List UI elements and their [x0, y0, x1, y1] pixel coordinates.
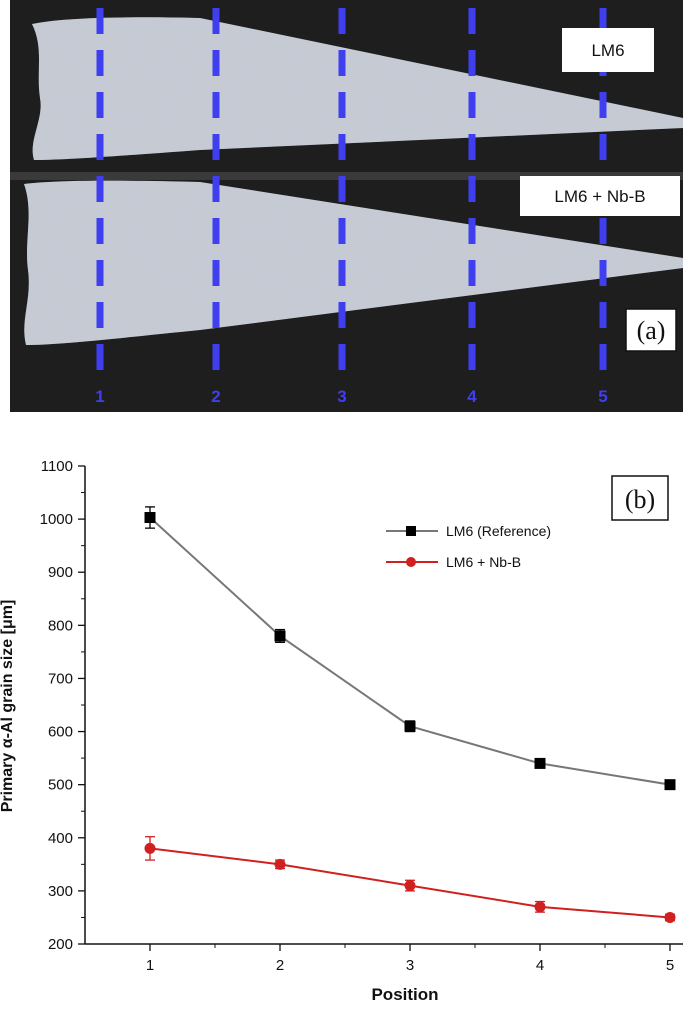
- y-tick-label: 600: [48, 724, 73, 741]
- position-number-3: 3: [337, 387, 346, 406]
- y-tick-label: 500: [48, 777, 73, 794]
- data-point: [404, 880, 416, 892]
- legend-label-lm6-reference: LM6 (Reference): [446, 523, 551, 539]
- panel-a-label: (a): [637, 316, 666, 345]
- legend-marker-lm6-nb-b: [406, 557, 416, 567]
- legend: LM6 (Reference) LM6 + Nb-B: [386, 523, 551, 570]
- y-tick-label: 900: [48, 564, 73, 581]
- label-box-lm6-nb-b: [520, 176, 680, 216]
- legend-marker-lm6-reference: [406, 526, 416, 536]
- panel-a-photo: LM6 LM6 + Nb-B (a) 1 2 3 4 5: [0, 0, 683, 412]
- data-point: [534, 757, 546, 769]
- x-tick-label: 4: [536, 957, 544, 974]
- series-lm6-nb-b: [144, 836, 676, 923]
- data-point: [664, 779, 676, 791]
- x-tick-label: 1: [146, 957, 154, 974]
- x-ticks: 1 2 3 4 5: [146, 944, 674, 974]
- series: [144, 506, 676, 923]
- y-tick-label: 800: [48, 617, 73, 634]
- y-axis-label: Primary α-Al grain size [μm]: [0, 600, 16, 813]
- position-number-4: 4: [467, 387, 477, 406]
- label-box-lm6: [562, 28, 654, 72]
- x-tick-label: 3: [406, 957, 414, 974]
- sample-photo: LM6 LM6 + Nb-B (a) 1 2 3 4 5: [10, 0, 683, 412]
- data-point: [664, 911, 676, 923]
- x-tick-label: 5: [666, 957, 674, 974]
- label-lm6-nb-b: LM6 + Nb-B: [554, 187, 645, 206]
- x-axis-label: Position: [371, 985, 438, 1004]
- data-point: [534, 901, 546, 913]
- y-tick-label: 200: [48, 936, 73, 953]
- y-tick-label: 1000: [40, 511, 73, 528]
- position-number-1: 1: [95, 387, 104, 406]
- y-tick-label: 400: [48, 830, 73, 847]
- position-number-2: 2: [211, 387, 220, 406]
- data-point: [274, 630, 286, 642]
- grain-size-chart: Primary α-Al grain size [μm] 200 300 400 50…: [0, 458, 683, 1004]
- axes: [84, 466, 683, 945]
- data-point: [404, 720, 416, 732]
- label-lm6: LM6: [591, 41, 624, 60]
- position-numbers: 1 2 3 4 5: [95, 387, 607, 406]
- position-number-5: 5: [598, 387, 607, 406]
- legend-label-lm6-nb-b: LM6 + Nb-B: [446, 554, 521, 570]
- data-point: [274, 858, 286, 870]
- y-ticks: 200 300 400 500 600 700 800 900 1000 1100: [40, 458, 85, 953]
- panel-a-label-box: [625, 308, 677, 352]
- data-point: [144, 512, 156, 524]
- series-lm6-reference: [144, 506, 676, 791]
- sample-lm6: [32, 17, 683, 160]
- panel-b-label: (b): [625, 485, 655, 514]
- sample-gap: [10, 172, 683, 180]
- panel-b-label-box: [611, 475, 669, 521]
- y-tick-label: 1100: [41, 458, 73, 475]
- x-tick-label: 2: [276, 957, 284, 974]
- y-tick-label: 300: [48, 883, 73, 900]
- sample-lm6-nb-b: [24, 180, 683, 345]
- data-point: [144, 842, 156, 854]
- panel-b-chart: Primary α-Al grain size [μm] 200 300 400 50…: [0, 444, 683, 1008]
- y-tick-label: 700: [48, 670, 73, 687]
